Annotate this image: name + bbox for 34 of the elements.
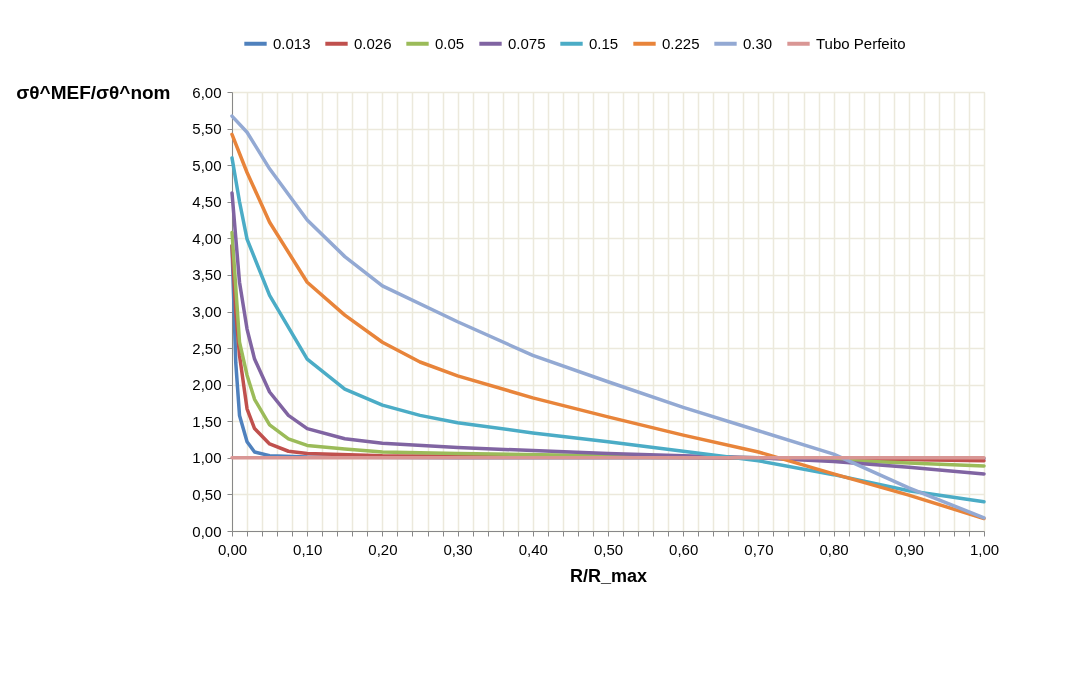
y-axis-title: σθ^MEF/σθ^nom <box>16 81 171 103</box>
x-tick-label: 0,70 <box>744 540 774 558</box>
legend-label: 0.013 <box>273 34 311 52</box>
y-tick-label: 4,50 <box>192 193 222 211</box>
legend-label: Tubo Perfeito <box>816 34 906 52</box>
y-tick-label: 2,50 <box>192 339 222 357</box>
x-tick-label: 0,90 <box>894 540 924 558</box>
y-tick-label: 0,00 <box>192 522 222 540</box>
y-tick-label: 1,50 <box>192 412 222 430</box>
legend-label: 0.15 <box>589 34 619 52</box>
x-tick-label: 0,40 <box>518 540 548 558</box>
legend-label: 0.075 <box>508 34 546 52</box>
x-tick-label: 0,00 <box>217 540 248 558</box>
x-axis-title: R/R_max <box>569 565 648 586</box>
x-tick-label: 0,50 <box>593 540 624 558</box>
legend-label: 0.225 <box>662 34 700 52</box>
y-tick-label: 4,00 <box>192 229 222 247</box>
x-tick-label: 0,60 <box>669 540 699 558</box>
x-tick-label: 0,10 <box>293 540 323 558</box>
y-tick-label: 3,00 <box>192 303 222 320</box>
y-tick-label: 3,50 <box>192 266 222 284</box>
x-tick-label: 0,80 <box>819 540 849 558</box>
x-tick-label: 1,00 <box>969 540 1000 558</box>
y-tick-label: 5,00 <box>192 156 222 174</box>
y-tick-label: 0,50 <box>192 485 222 503</box>
legend-label: 0.05 <box>435 34 465 52</box>
legend-label: 0.026 <box>354 34 392 52</box>
y-tick-label: 1,00 <box>192 449 222 467</box>
y-tick-label: 5,50 <box>192 120 222 138</box>
y-tick-label: 6,00 <box>192 83 222 101</box>
x-tick-label: 0,20 <box>368 540 398 558</box>
x-tick-label: 0,30 <box>443 540 473 558</box>
y-tick-label: 2,00 <box>192 376 222 394</box>
legend-label: 0.30 <box>743 34 773 52</box>
